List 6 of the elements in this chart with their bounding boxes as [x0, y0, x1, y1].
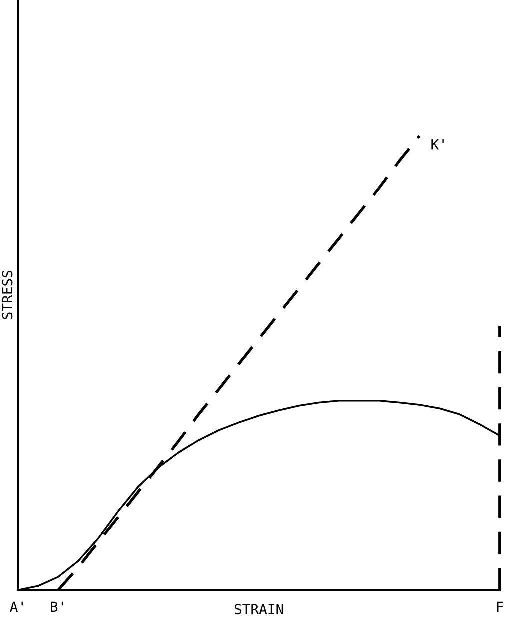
x-tick-label: F	[497, 602, 504, 612]
x-axis-title: STRAIN	[234, 604, 284, 615]
annotation: K'	[432, 139, 444, 150]
x-tick-label: B'	[51, 602, 64, 612]
x-tick-label: A'	[10, 602, 23, 612]
y-axis-title: STRESS	[2, 270, 13, 320]
